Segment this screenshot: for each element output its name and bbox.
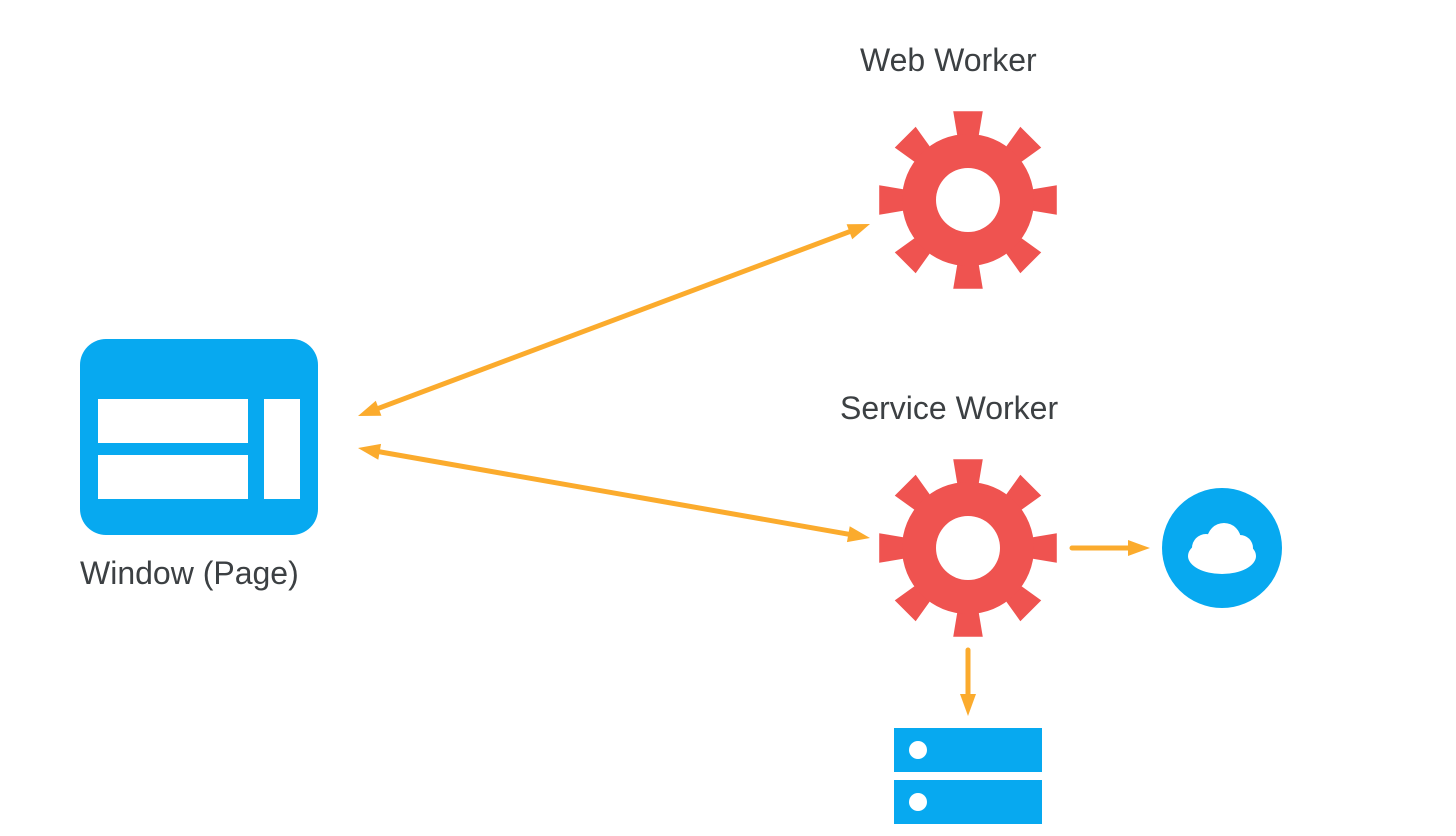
web-worker-label: Web Worker bbox=[860, 42, 1037, 79]
diagram-stage: Window (Page) Web Worker Service Worker bbox=[0, 0, 1456, 836]
service-worker-gear-icon bbox=[876, 456, 1060, 640]
cloud-icon bbox=[1162, 488, 1282, 608]
window-label: Window (Page) bbox=[80, 555, 299, 592]
service-worker-label: Service Worker bbox=[840, 390, 1058, 427]
web-worker-gear-icon bbox=[876, 108, 1060, 292]
storage-icon bbox=[894, 728, 1042, 824]
window-node bbox=[80, 339, 318, 535]
